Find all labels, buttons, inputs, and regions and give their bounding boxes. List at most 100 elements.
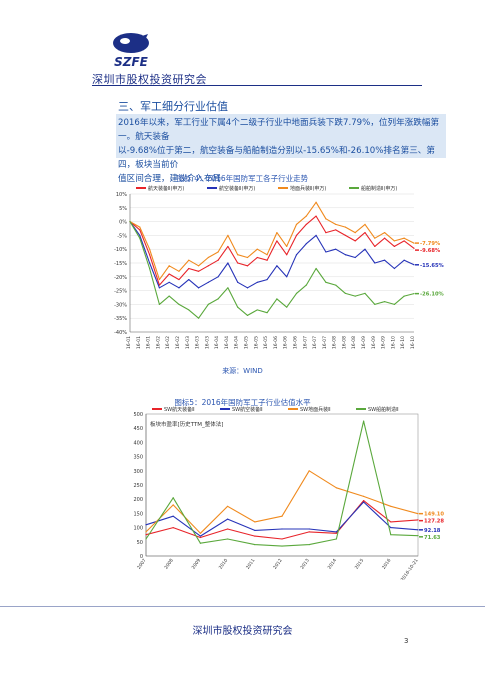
x-tick-label: 16-04 [234,336,240,349]
data-point [199,536,201,539]
data-point [197,317,200,319]
data-point [237,262,239,264]
data-point [344,254,347,256]
end-value-label: 92.18 [424,528,441,534]
y-tick-label: 450 [133,426,143,432]
data-point [172,527,174,529]
data-point [354,232,356,234]
data-point [393,303,396,305]
y-tick-label: 100 [133,526,143,532]
end-value-label: 127.28 [424,519,444,525]
x-tick-label: 16-10 [390,336,396,349]
data-point [364,292,366,294]
series-line [129,201,415,281]
data-point [148,267,151,270]
footer-org-name: 深圳市股权投资研究会 [192,626,293,637]
data-point [199,532,201,534]
data-point [390,527,392,529]
data-point [390,534,392,536]
data-point [281,538,283,540]
figure1-source: 来源：WIND [222,367,263,375]
data-point [276,298,278,300]
data-point [308,531,310,533]
data-point [305,284,307,286]
data-point [305,215,307,217]
x-tick-label: 16-02 [155,336,161,349]
data-point [315,267,317,270]
page-number: 3 [404,637,409,645]
data-point [364,232,366,234]
paragraph-line: 值区间合理，建议介入布局 [118,174,222,184]
data-point [207,256,209,259]
data-point [393,267,396,270]
y-tick-label: 250 [133,483,143,489]
data-point [254,521,256,523]
data-point [417,519,419,521]
x-tick-label: 2014 [327,558,339,571]
data-point [254,544,256,546]
data-point [276,265,278,267]
x-tick-label: 16-09 [381,336,387,349]
data-point [344,234,347,236]
x-tick-label: 16-04 [214,336,220,349]
series-line [129,221,415,319]
data-point [217,251,219,253]
data-point [227,505,229,507]
data-point [393,240,396,242]
x-tick-label: 16-02 [175,336,181,349]
data-point [286,254,288,256]
data-point [197,287,200,289]
end-value-label: -15.65% [420,263,445,269]
data-point [227,245,229,248]
data-point [308,544,310,546]
data-point [227,538,229,540]
data-point [344,292,347,294]
data-point [254,529,256,532]
data-point [403,240,405,242]
data-point [363,420,365,422]
data-point [197,270,200,272]
x-tick-label: 2013 [299,558,311,571]
data-point [335,248,337,250]
data-point [207,265,209,267]
data-point [237,306,239,308]
data-point [281,528,283,530]
y-tick-label: 50 [137,540,143,546]
x-tick-label: 2010 [218,558,230,571]
data-point [374,262,376,264]
y-tick-label: 5% [119,206,127,212]
summary-box [116,114,446,158]
x-tick-label: 16-05 [244,336,250,349]
data-point [390,521,392,523]
data-point [158,284,160,286]
data-point [335,229,337,231]
data-point [246,287,249,289]
y-tick-label: -25% [114,289,127,295]
data-point [148,248,151,250]
data-point [237,254,239,256]
data-point [305,243,307,245]
data-point [413,247,415,249]
data-point [188,259,190,261]
data-point [158,287,160,289]
y-tick-label: -10% [114,247,127,253]
data-point [227,234,229,236]
x-tick-label: 16-10 [400,336,406,349]
y-tick-label: 150 [133,511,143,517]
data-point [168,273,170,275]
x-tick-label: 16-03 [204,336,210,349]
data-point [207,303,209,305]
data-point [145,538,147,540]
x-tick-label: 2016-10-21 [400,558,420,580]
data-point [363,501,365,503]
data-point [188,278,190,281]
x-tick-label: 16-06 [292,336,298,349]
data-point [363,495,365,497]
data-point [158,303,160,305]
data-point [384,259,386,261]
data-point [413,242,415,244]
x-tick-label: 16-07 [322,336,328,349]
header-rule [92,85,422,86]
data-point [286,306,288,308]
data-point [148,262,151,264]
